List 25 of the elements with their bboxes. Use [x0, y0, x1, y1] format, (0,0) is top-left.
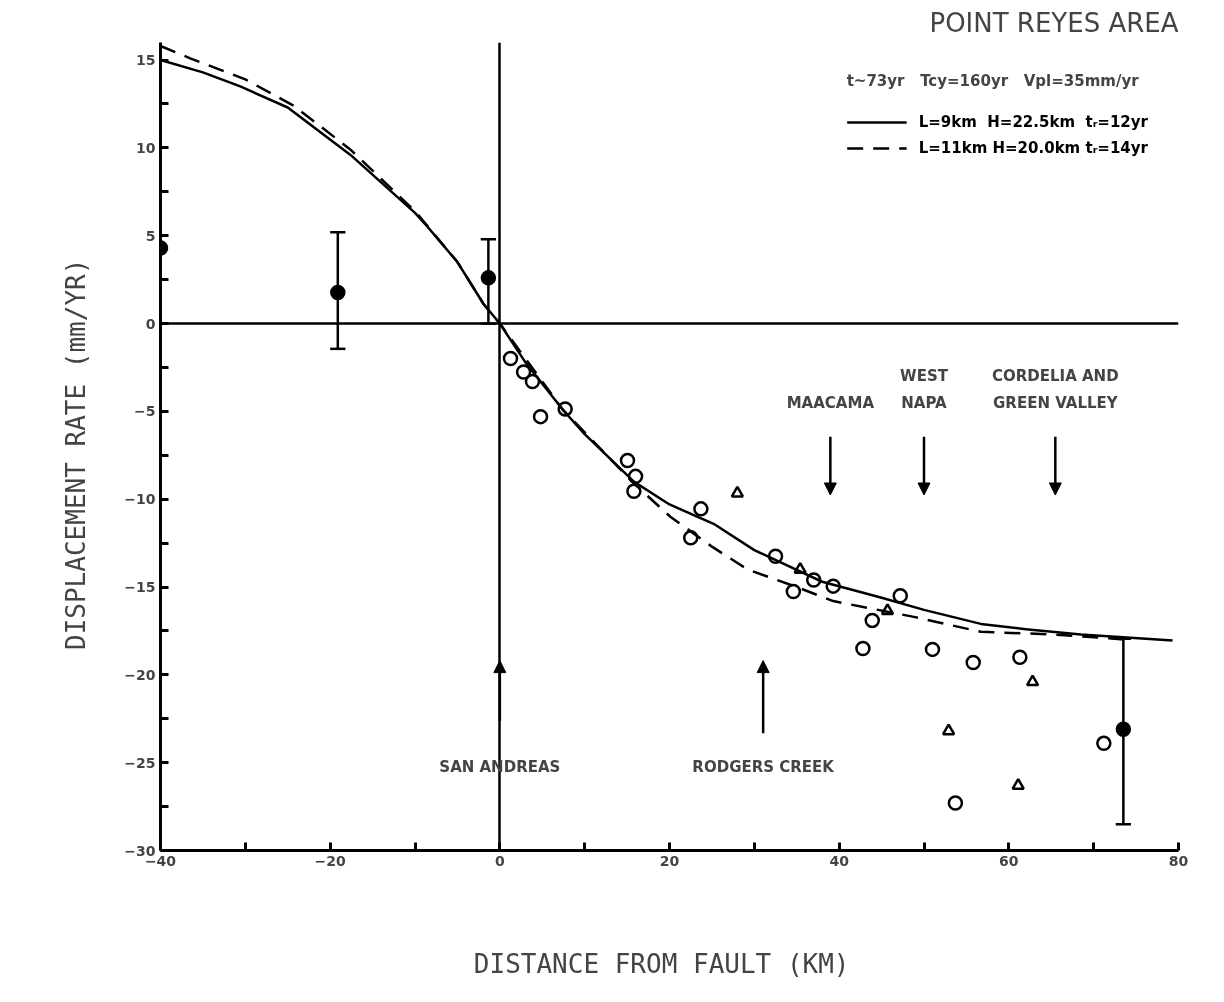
y-tick-label: 15 [136, 52, 156, 69]
x-tick-label: −20 [314, 852, 347, 869]
x-tick-label: 80 [1168, 852, 1189, 869]
x-tick-label: 60 [999, 852, 1019, 869]
x-tick-label: 0 [494, 852, 505, 869]
chart-title: POINT REYES AREA [929, 7, 1179, 38]
y-tick-label: 10 [136, 139, 156, 156]
y-tick-label: −10 [124, 491, 156, 508]
x-axis-title: DISTANCE FROM FAULT (KM) [473, 948, 850, 979]
y-tick-label: −15 [124, 579, 156, 596]
y-tick-label: −5 [134, 403, 156, 420]
legend-label: L=11km H=20.0km tᵣ=14yr [918, 139, 1148, 157]
y-tick-label: −25 [124, 754, 156, 771]
y-tick-label: 5 [145, 227, 156, 244]
x-tick-label: 20 [659, 852, 680, 869]
annotation: MAACAMA [786, 393, 875, 412]
y-tick-label: −20 [124, 666, 156, 683]
annotation: RODGERS CREEK [692, 757, 836, 776]
x-tick-label: 40 [829, 852, 850, 869]
annotation: CORDELIA AND GREEN VALLEY [992, 367, 1119, 412]
annotation: WEST NAPA [900, 367, 949, 412]
legend-title: t~73yr Tcy=160yr Vpl=35mm/yr [846, 72, 1140, 90]
legend-label: L=9km H=22.5km tᵣ=12yr [918, 113, 1148, 131]
y-tick-label: 0 [145, 315, 156, 332]
y-axis-title: DISPLACEMENT RATE (mm/YR) [61, 258, 92, 650]
